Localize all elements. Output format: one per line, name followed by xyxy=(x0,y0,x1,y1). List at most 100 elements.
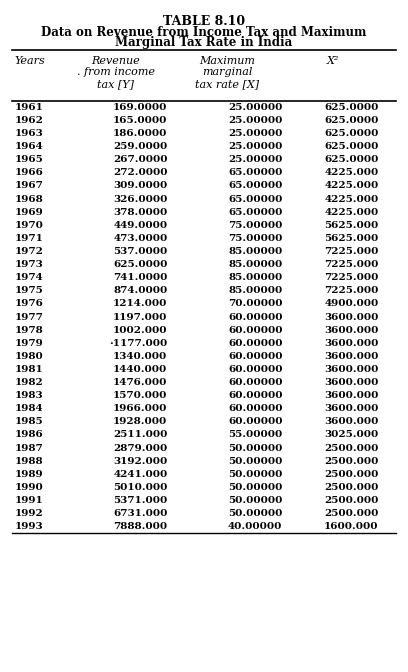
Text: 5625.000: 5625.000 xyxy=(324,221,378,230)
Text: 60.00000: 60.00000 xyxy=(228,365,282,374)
Text: 7225.000: 7225.000 xyxy=(324,260,378,269)
Text: 25.00000: 25.00000 xyxy=(228,155,282,164)
Text: 1987: 1987 xyxy=(14,444,43,452)
Text: 60.00000: 60.00000 xyxy=(228,326,282,335)
Text: 1970: 1970 xyxy=(14,221,43,230)
Text: 60.00000: 60.00000 xyxy=(228,378,282,387)
Text: 85.00000: 85.00000 xyxy=(228,286,282,295)
Text: 3600.000: 3600.000 xyxy=(324,417,378,426)
Text: 1962: 1962 xyxy=(14,116,43,125)
Text: 25.00000: 25.00000 xyxy=(228,116,282,125)
Text: Marginal Tax Rate in India: Marginal Tax Rate in India xyxy=(115,36,293,48)
Text: 1983: 1983 xyxy=(14,391,43,400)
Text: 25.00000: 25.00000 xyxy=(228,103,282,112)
Text: 3600.000: 3600.000 xyxy=(324,326,378,335)
Text: 1982: 1982 xyxy=(14,378,43,387)
Text: ·1177.000: ·1177.000 xyxy=(109,339,167,347)
Text: 473.0000: 473.0000 xyxy=(113,234,167,243)
Text: Data on Revenue from Income Tax and Maximum: Data on Revenue from Income Tax and Maxi… xyxy=(41,26,367,38)
Text: 3600.000: 3600.000 xyxy=(324,391,378,400)
Text: 4225.000: 4225.000 xyxy=(324,181,378,190)
Text: 309.0000: 309.0000 xyxy=(113,181,167,190)
Text: 874.0000: 874.0000 xyxy=(113,286,167,295)
Text: 4225.000: 4225.000 xyxy=(324,208,378,216)
Text: 1002.000: 1002.000 xyxy=(113,326,167,335)
Text: 1961: 1961 xyxy=(14,103,43,112)
Text: 1973: 1973 xyxy=(14,260,43,269)
Text: 25.00000: 25.00000 xyxy=(228,142,282,151)
Text: 3600.000: 3600.000 xyxy=(324,312,378,321)
Text: 5371.000: 5371.000 xyxy=(113,496,167,505)
Text: 1975: 1975 xyxy=(14,286,43,295)
Text: 60.00000: 60.00000 xyxy=(228,391,282,400)
Text: TABLE 8.10: TABLE 8.10 xyxy=(163,15,245,28)
Text: 7225.000: 7225.000 xyxy=(324,247,378,256)
Text: Years: Years xyxy=(14,56,45,66)
Text: 85.00000: 85.00000 xyxy=(228,260,282,269)
Text: 70.00000: 70.00000 xyxy=(228,300,282,308)
Text: 1197.000: 1197.000 xyxy=(113,312,167,321)
Text: 4225.000: 4225.000 xyxy=(324,195,378,204)
Text: 60.00000: 60.00000 xyxy=(228,339,282,347)
Text: 4225.000: 4225.000 xyxy=(324,169,378,177)
Text: 1969: 1969 xyxy=(14,208,43,216)
Text: 625.0000: 625.0000 xyxy=(324,142,378,151)
Text: 3192.000: 3192.000 xyxy=(113,457,167,466)
Text: 1984: 1984 xyxy=(14,405,43,413)
Text: 1476.000: 1476.000 xyxy=(113,378,167,387)
Text: 1977: 1977 xyxy=(14,312,43,321)
Text: 65.00000: 65.00000 xyxy=(228,169,282,177)
Text: 25.00000: 25.00000 xyxy=(228,129,282,138)
Text: 50.00000: 50.00000 xyxy=(228,444,282,452)
Text: 7225.000: 7225.000 xyxy=(324,274,378,282)
Text: 2879.000: 2879.000 xyxy=(113,444,167,452)
Text: 326.0000: 326.0000 xyxy=(113,195,167,204)
Text: 85.00000: 85.00000 xyxy=(228,274,282,282)
Text: 6731.000: 6731.000 xyxy=(113,509,167,518)
Text: 1928.000: 1928.000 xyxy=(113,417,167,426)
Text: 1964: 1964 xyxy=(14,142,43,151)
Text: 1990: 1990 xyxy=(14,483,43,492)
Text: 165.0000: 165.0000 xyxy=(113,116,167,125)
Text: 3600.000: 3600.000 xyxy=(324,339,378,347)
Text: 1966: 1966 xyxy=(14,169,43,177)
Text: 7225.000: 7225.000 xyxy=(324,286,378,295)
Text: 4900.000: 4900.000 xyxy=(324,300,378,308)
Text: 3600.000: 3600.000 xyxy=(324,405,378,413)
Text: 65.00000: 65.00000 xyxy=(228,195,282,204)
Text: 75.00000: 75.00000 xyxy=(228,234,282,243)
Text: 60.00000: 60.00000 xyxy=(228,352,282,361)
Text: 50.00000: 50.00000 xyxy=(228,483,282,492)
Text: 2500.000: 2500.000 xyxy=(324,483,378,492)
Text: 2500.000: 2500.000 xyxy=(324,470,378,478)
Text: X²: X² xyxy=(326,56,339,66)
Text: 3600.000: 3600.000 xyxy=(324,378,378,387)
Text: 1979: 1979 xyxy=(14,339,43,347)
Text: 1978: 1978 xyxy=(14,326,43,335)
Text: 50.00000: 50.00000 xyxy=(228,509,282,518)
Text: 5010.000: 5010.000 xyxy=(113,483,167,492)
Text: 1993: 1993 xyxy=(14,522,43,531)
Text: 1985: 1985 xyxy=(14,417,43,426)
Text: 259.0000: 259.0000 xyxy=(113,142,167,151)
Text: 1971: 1971 xyxy=(14,234,43,243)
Text: 2500.000: 2500.000 xyxy=(324,444,378,452)
Text: 40.00000: 40.00000 xyxy=(228,522,282,531)
Text: 1600.000: 1600.000 xyxy=(324,522,378,531)
Text: 85.00000: 85.00000 xyxy=(228,247,282,256)
Text: 60.00000: 60.00000 xyxy=(228,417,282,426)
Text: 5625.000: 5625.000 xyxy=(324,234,378,243)
Text: 60.00000: 60.00000 xyxy=(228,405,282,413)
Text: 2500.000: 2500.000 xyxy=(324,457,378,466)
Text: 3025.000: 3025.000 xyxy=(324,431,378,439)
Text: 1440.000: 1440.000 xyxy=(113,365,167,374)
Text: 1963: 1963 xyxy=(14,129,43,138)
Text: 625.0000: 625.0000 xyxy=(324,103,378,112)
Text: 625.0000: 625.0000 xyxy=(324,116,378,125)
Text: 449.0000: 449.0000 xyxy=(113,221,167,230)
Text: 4241.000: 4241.000 xyxy=(113,470,167,478)
Text: 75.00000: 75.00000 xyxy=(228,221,282,230)
Text: Revenue
. from income
tax [Y]: Revenue . from income tax [Y] xyxy=(77,56,155,89)
Text: 1570.000: 1570.000 xyxy=(113,391,167,400)
Text: 60.00000: 60.00000 xyxy=(228,312,282,321)
